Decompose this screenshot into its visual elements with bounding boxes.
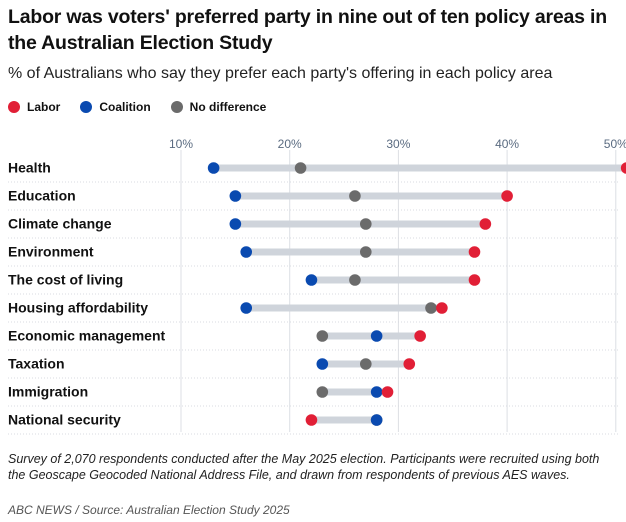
source-credit: ABC NEWS / Source: Australian Election S… <box>8 503 290 517</box>
dot-labor-education <box>501 190 513 202</box>
dot-coalition-housing-affordability <box>240 302 253 314</box>
dot-labor-national-security <box>305 414 318 426</box>
dot-coalition-the-cost-of-living <box>305 274 318 286</box>
dot-coalition-economic-management <box>370 330 383 342</box>
chart-title: Labor was voters' preferred party in nin… <box>8 6 607 54</box>
category-label-the-cost-of-living: The cost of living <box>8 272 123 288</box>
dot-no-difference-the-cost-of-living <box>349 274 361 286</box>
dot-labor-environment <box>468 246 481 258</box>
legend-label-labor: Labor <box>27 100 61 114</box>
tick-label-20: 20% <box>278 137 302 151</box>
category-label-health: Health <box>8 160 51 176</box>
dot-labor-taxation <box>403 358 416 370</box>
category-label-environment: Environment <box>8 244 94 260</box>
dot-labor-immigration <box>381 386 394 398</box>
category-label-climate-change: Climate change <box>8 216 112 232</box>
dot-coalition-national-security <box>370 414 383 426</box>
tick-label-40: 40% <box>495 137 519 151</box>
category-label-education: Education <box>8 188 76 204</box>
dot-coalition-environment <box>240 246 253 258</box>
category-label-housing-affordability: Housing affordability <box>8 300 148 316</box>
dot-labor-climate-change <box>479 218 492 230</box>
legend-item-no-difference: No difference <box>170 100 267 114</box>
chart-subtitle: % of Australians who say they prefer eac… <box>8 65 553 82</box>
dot-coalition-climate-change <box>229 218 242 230</box>
dot-no-difference-environment <box>359 246 372 258</box>
legend-item-labor: Labor <box>8 100 60 114</box>
legend-item-coalition: Coalition <box>80 100 151 114</box>
category-label-economic-management: Economic management <box>8 328 165 344</box>
tick-label-30: 30% <box>386 137 410 151</box>
category-label-national-security: National security <box>8 412 121 428</box>
dot-labor-the-cost-of-living <box>468 274 481 286</box>
dot-no-difference-immigration <box>316 386 329 398</box>
tick-label-10: 10% <box>169 137 193 151</box>
tick-label-50: 50% <box>604 137 626 151</box>
legend-marker-no-difference <box>170 101 183 113</box>
dot-no-difference-housing-affordability <box>425 302 437 314</box>
legend-marker-coalition <box>80 101 93 113</box>
dot-no-difference-economic-management <box>316 330 329 342</box>
legend-label-coalition: Coalition <box>99 100 151 114</box>
dot-no-difference-climate-change <box>359 218 372 230</box>
category-label-immigration: Immigration <box>8 384 88 400</box>
dot-coalition-taxation <box>316 358 329 370</box>
legend-label-no-difference: No difference <box>189 100 267 114</box>
dot-coalition-education <box>229 190 242 202</box>
dot-no-difference-taxation <box>359 358 372 370</box>
dot-no-difference-health <box>294 162 307 174</box>
legend: Labor Coalition No difference <box>8 98 286 116</box>
dot-labor-economic-management <box>414 330 426 342</box>
dot-coalition-immigration <box>370 386 383 398</box>
legend-marker-labor <box>8 101 20 113</box>
dot-labor-housing-affordability <box>436 302 448 314</box>
footnote: Survey of 2,070 respondents conducted af… <box>8 452 600 482</box>
dot-coalition-health <box>207 162 220 174</box>
dot-labor-health <box>620 162 626 174</box>
dot-plot: 10% 20% 30% 40% 50% Health Education Climate ch… <box>8 137 626 435</box>
category-label-taxation: Taxation <box>8 356 65 372</box>
dot-no-difference-education <box>349 190 361 202</box>
